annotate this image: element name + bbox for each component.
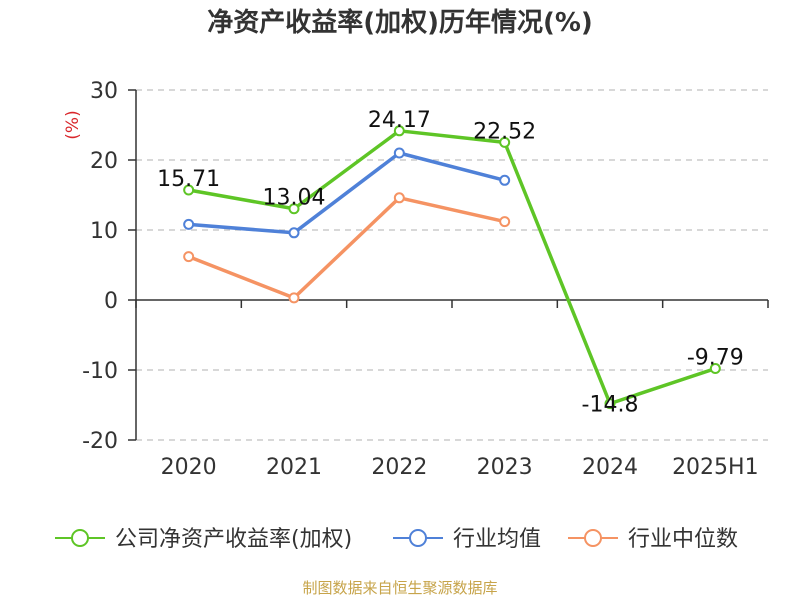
data-label: -9.79 bbox=[687, 346, 744, 371]
data-point bbox=[288, 227, 300, 239]
y-tick-label: -10 bbox=[82, 359, 118, 384]
data-point bbox=[288, 292, 300, 304]
data-point bbox=[709, 363, 721, 375]
data-point bbox=[604, 398, 616, 410]
y-tick-label: 10 bbox=[90, 219, 118, 244]
source-footer: 制图数据来自恒生聚源数据库 bbox=[302, 579, 498, 597]
y-tick-label: 20 bbox=[90, 149, 118, 174]
data-point bbox=[183, 184, 195, 196]
axes: 30 20 10 0 -10 -20 2020 2021 2022 2023 2024 2025H1 (… bbox=[63, 79, 769, 480]
x-tick-label: 2022 bbox=[371, 455, 427, 480]
x-tick-label: 2021 bbox=[266, 455, 322, 480]
data-point bbox=[393, 147, 405, 159]
legend-label: 行业中位数 bbox=[628, 527, 738, 552]
grid-lines bbox=[136, 89, 768, 441]
y-axis-label: (%) bbox=[63, 110, 83, 139]
data-labels: 15.71 13.04 24.17 22.52 -14.8 -9.79 bbox=[157, 108, 744, 418]
legend-marker bbox=[409, 529, 427, 547]
data-label: 22.52 bbox=[473, 119, 536, 144]
legend-marker bbox=[71, 529, 89, 547]
data-point bbox=[288, 203, 300, 215]
x-tick-label: 2024 bbox=[582, 455, 638, 480]
y-tick-label: 0 bbox=[104, 289, 118, 314]
chart-title: 净资产收益率(加权)历年情况(%) bbox=[207, 8, 593, 38]
x-tick-label: 2025H1 bbox=[672, 455, 759, 480]
legend-label: 行业均值 bbox=[453, 527, 541, 552]
data-point bbox=[183, 218, 195, 230]
data-point bbox=[183, 251, 195, 263]
data-point bbox=[499, 216, 511, 228]
y-tick-label: 30 bbox=[90, 79, 118, 104]
y-tick-label: -20 bbox=[82, 429, 118, 454]
data-label: 15.71 bbox=[157, 167, 220, 192]
x-tick-label: 2020 bbox=[161, 455, 217, 480]
legend-label: 公司净资产收益率(加权) bbox=[115, 527, 352, 552]
series-line bbox=[188, 129, 716, 406]
series-line bbox=[188, 196, 506, 300]
data-point bbox=[393, 125, 405, 137]
x-tick-label: 2023 bbox=[477, 455, 533, 480]
data-point bbox=[499, 174, 511, 186]
series-lines bbox=[183, 125, 721, 410]
data-label: -14.8 bbox=[582, 393, 639, 418]
data-point bbox=[499, 136, 511, 148]
series-line bbox=[188, 151, 506, 235]
data-label: 13.04 bbox=[263, 186, 326, 211]
legend: 公司净资产收益率(加权) 行业均值 行业中位数 bbox=[55, 527, 738, 552]
data-point bbox=[393, 192, 405, 204]
legend-marker bbox=[584, 529, 602, 547]
data-label: 24.17 bbox=[368, 108, 431, 133]
